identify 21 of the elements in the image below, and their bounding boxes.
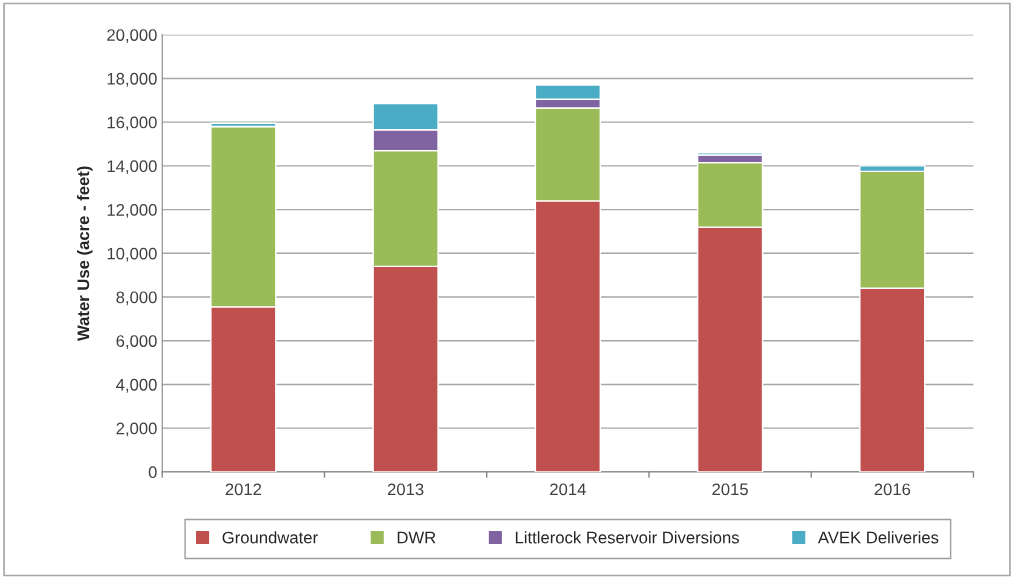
legend-label: Groundwater (222, 531, 318, 544)
x-tick-label: 2014 (550, 483, 586, 496)
y-tick-label: 8,000 (116, 291, 157, 306)
y-tick-label: 2,000 (116, 422, 157, 437)
y-tick-label: 20,000 (107, 29, 157, 43)
y-tick-label: 18,000 (107, 72, 157, 87)
y-tick-label: 6,000 (116, 335, 157, 349)
x-tick-label: 2015 (712, 483, 748, 496)
y-tick-label: 10,000 (107, 247, 157, 262)
y-tick-label: 16,000 (107, 116, 157, 131)
y-tick-label: 0 (148, 466, 157, 479)
legend-label: AVEK Deliveries (817, 531, 939, 544)
y-axis-title: Water Use (acre - feet) (76, 166, 93, 341)
x-tick-label: 2013 (387, 483, 424, 496)
legend-label: Littlerock Reservoir Diversions (515, 531, 739, 544)
x-tick-label: 2012 (225, 483, 262, 496)
y-tick-label: 12,000 (107, 204, 157, 218)
y-tick-label: 14,000 (107, 160, 157, 175)
legend-label: DWR (397, 531, 436, 544)
x-tick-label: 2016 (874, 483, 911, 496)
y-tick-label: 4,000 (116, 378, 157, 393)
